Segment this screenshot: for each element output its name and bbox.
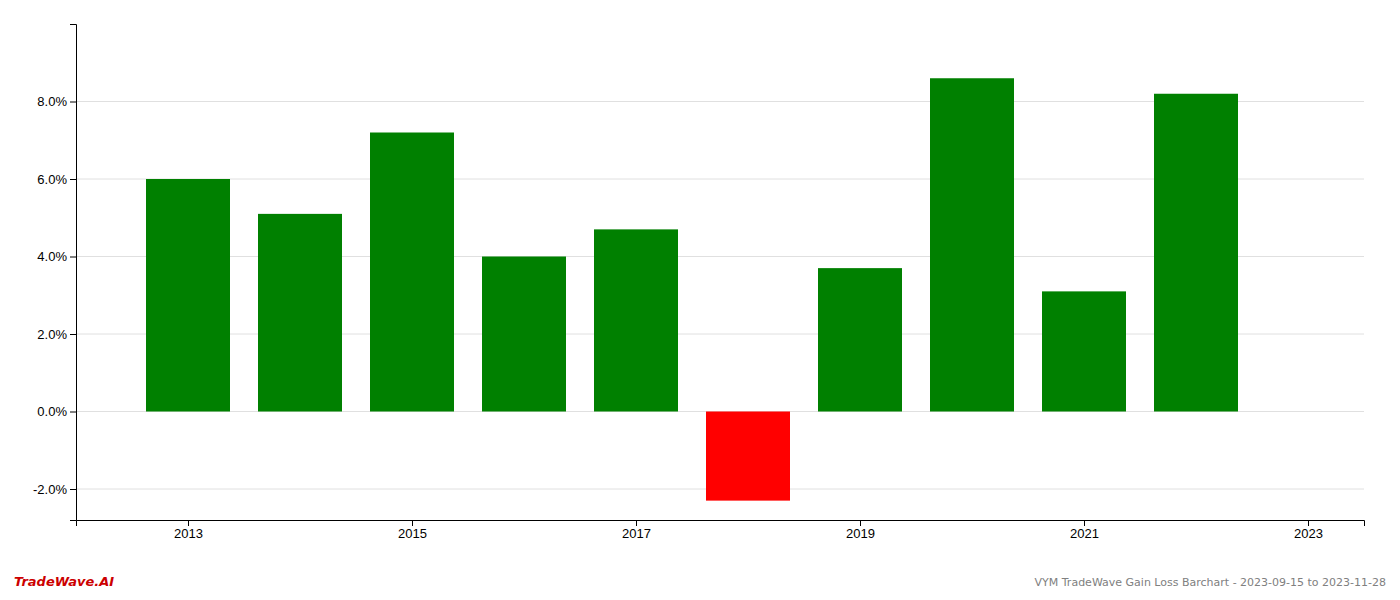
x-tick-mark [636,520,637,526]
y-axis: -2.0% 0.0% 2.0% 4.0% 6.0% 8.0% [33,25,76,521]
y-tick-mark [70,412,76,413]
x-tick-label: 2013 [174,526,203,541]
chart: 2013 2015 2017 2019 2021 2023 -2.0% 0.0% 2.0% 4.0… [0,0,1400,600]
bar [370,133,454,412]
y-tick: -2.0% [33,482,76,497]
x-tick-mark [1308,520,1309,526]
bar [930,78,1014,411]
footer-left: TradeWave.AI [14,574,114,589]
y-tick: 8.0% [37,94,76,109]
x-tick-mark [412,520,413,526]
bar [594,229,678,411]
x-tick: 2021 [1070,520,1099,541]
bar [1154,94,1238,412]
x-tick-mark [188,520,189,526]
y-tick-mark [70,489,76,490]
bars [146,78,1238,500]
bar [818,268,902,411]
y-tick-mark [70,334,76,335]
y-axis-line [70,25,77,521]
x-tick-mark [1084,520,1085,526]
footer-right: VYM TradeWave Gain Loss Barchart - 2023-… [1035,576,1386,589]
bar [146,179,230,412]
x-axis-line [77,521,1365,527]
x-tick: 2013 [174,520,203,541]
y-tick: 0.0% [37,404,76,419]
y-tick-label: 6.0% [37,172,67,187]
x-tick: 2023 [1294,520,1323,541]
y-tick-mark [70,179,76,180]
x-tick-mark [860,520,861,526]
x-tick: 2015 [398,520,427,541]
bar [1042,291,1126,411]
y-tick-label: 8.0% [37,94,67,109]
x-tick-label: 2017 [622,526,651,541]
plot: 2013 2015 2017 2019 2021 2023 -2.0% 0.0% 2.0% 4.0… [33,25,1364,542]
x-tick-label: 2023 [1294,526,1323,541]
x-tick-label: 2015 [398,526,427,541]
x-axis: 2013 2015 2017 2019 2021 2023 [77,520,1365,541]
y-tick: 6.0% [37,172,76,187]
y-tick-label: 4.0% [37,249,67,264]
bar [706,412,790,501]
bar [258,214,342,412]
y-tick-mark [70,102,76,103]
y-tick-mark [70,257,76,258]
x-tick: 2019 [846,520,875,541]
x-tick: 2017 [622,520,651,541]
y-tick: 4.0% [37,249,76,264]
y-tick: 2.0% [37,327,76,342]
y-tick-label: 0.0% [37,404,67,419]
y-tick-label: -2.0% [33,482,67,497]
x-tick-label: 2021 [1070,526,1099,541]
x-tick-label: 2019 [846,526,875,541]
bar [482,257,566,412]
y-tick-label: 2.0% [37,327,67,342]
